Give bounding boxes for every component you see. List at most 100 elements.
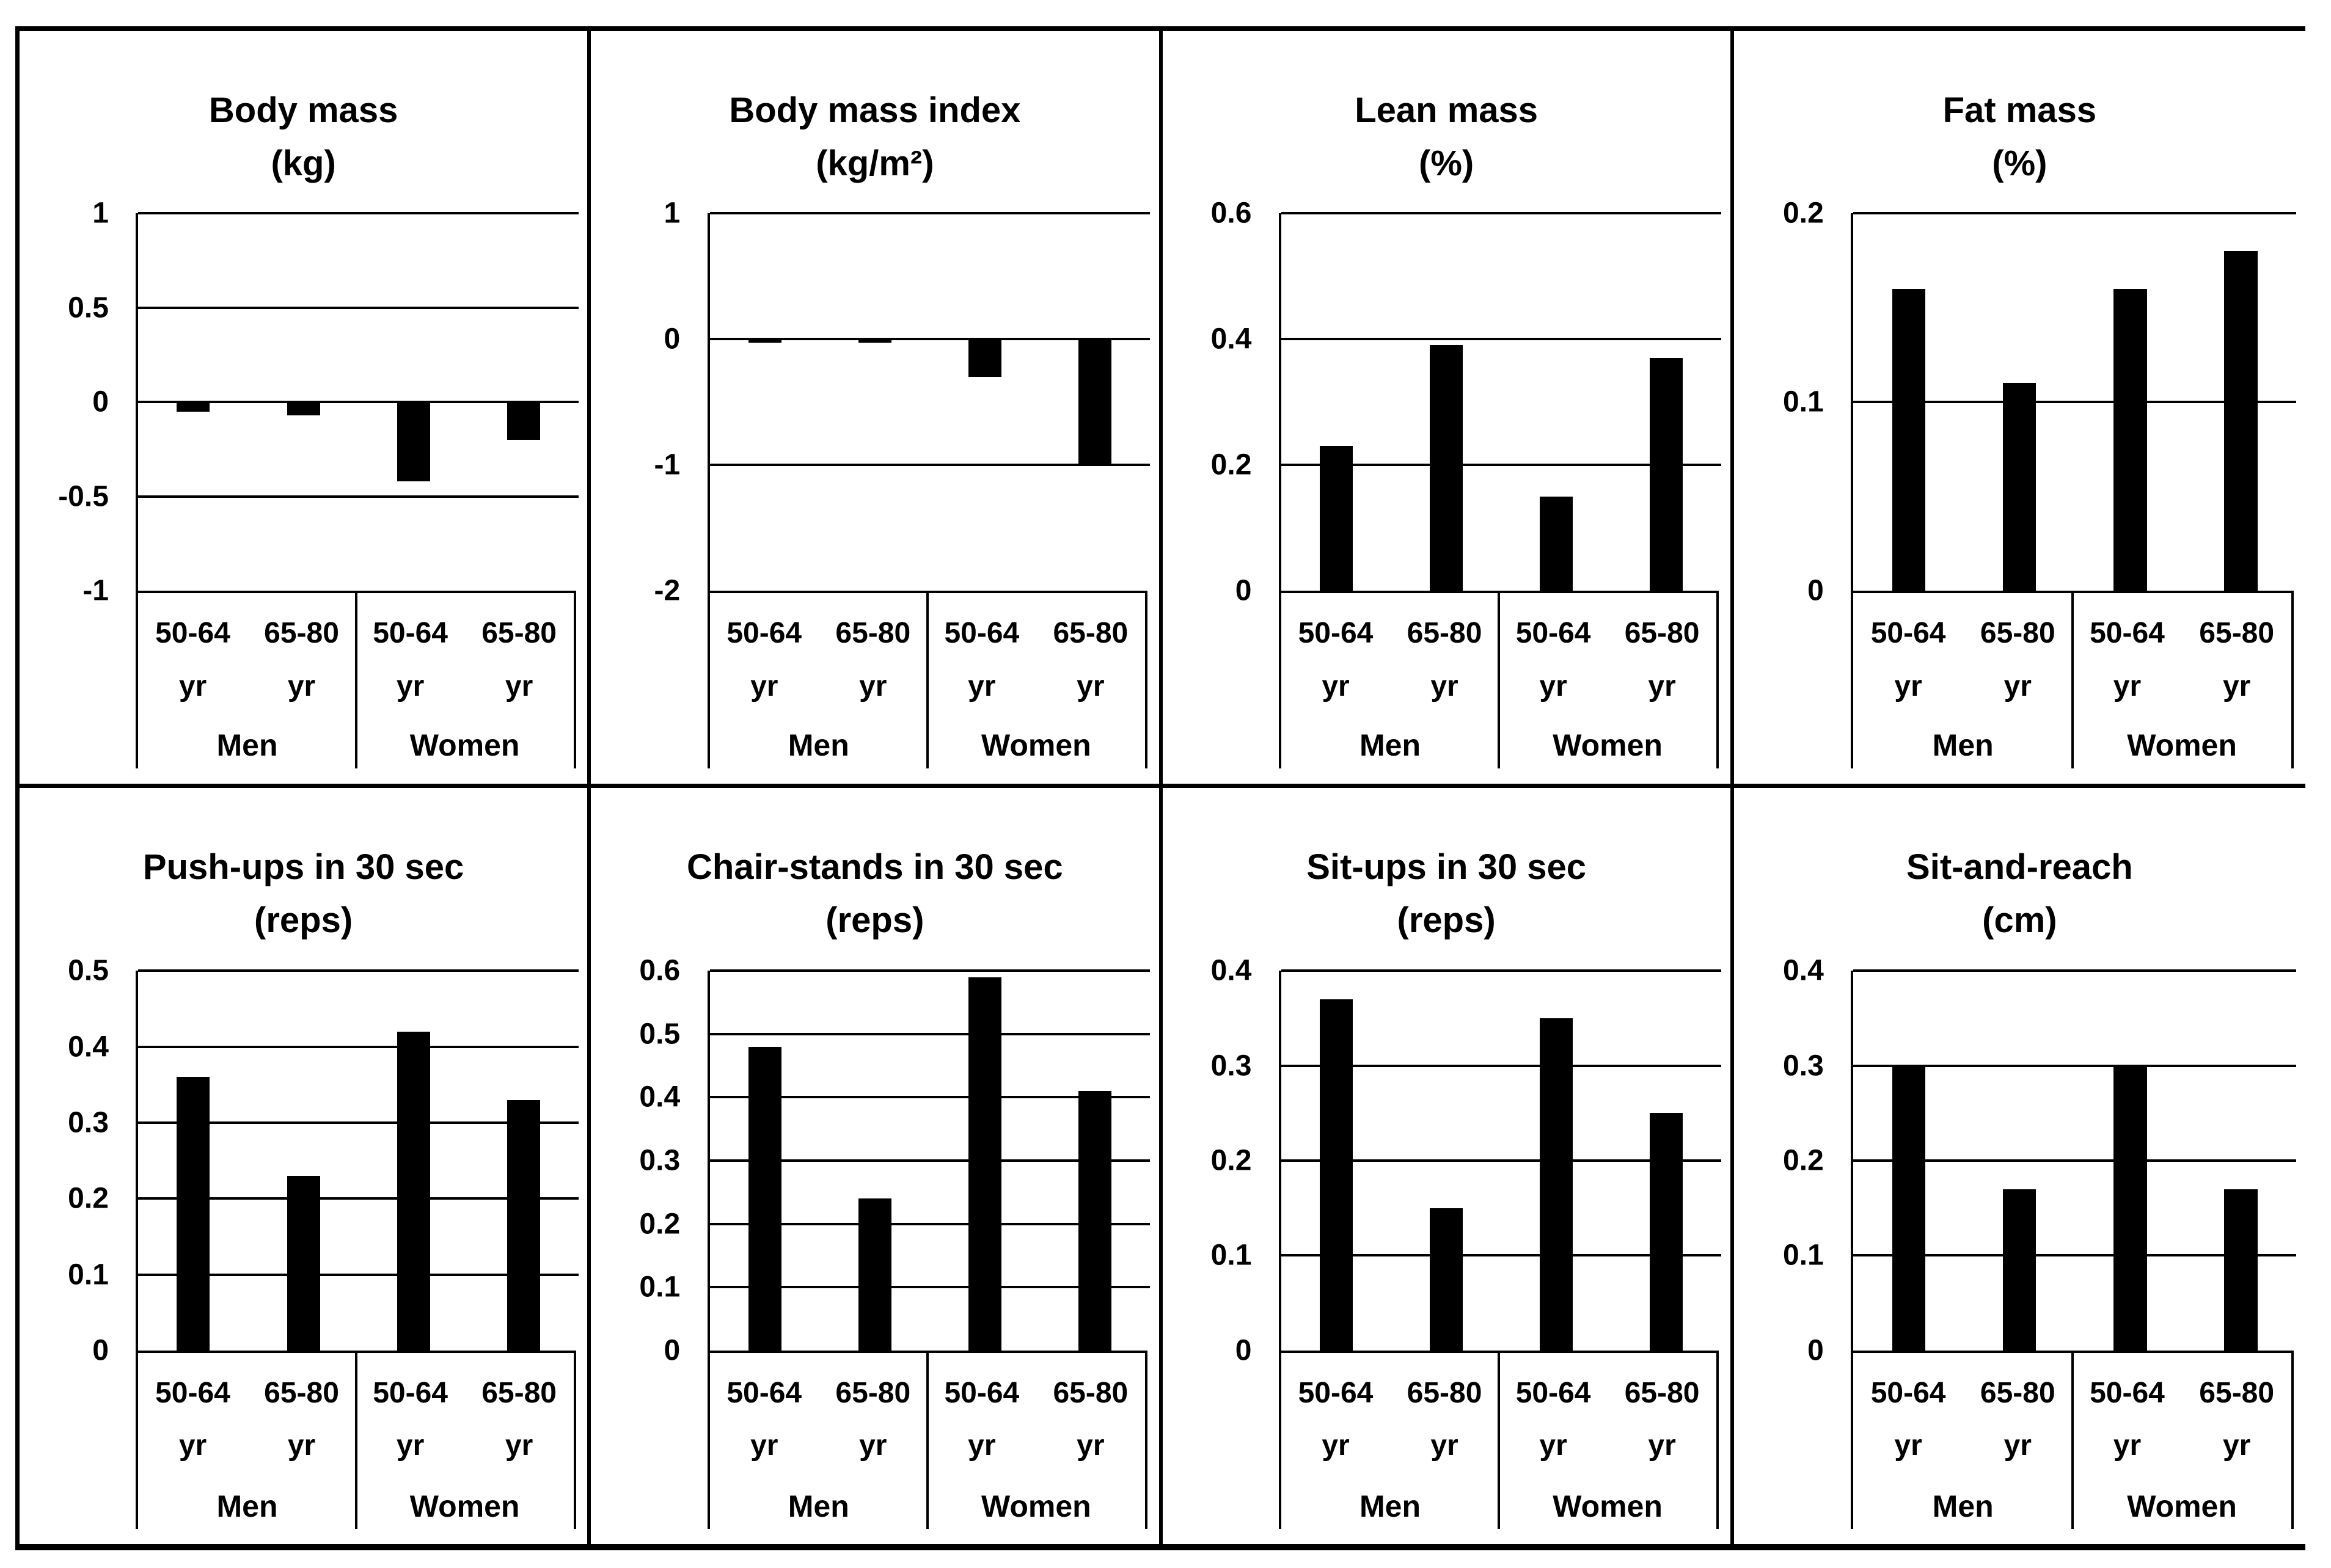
age-unit-label: yr: [2222, 669, 2251, 702]
age-unit-label: yr: [1648, 669, 1676, 702]
bar-men-50-64-yr: [1319, 446, 1353, 591]
sex-group-label: Men: [788, 1489, 849, 1523]
y-axis: 0.4 0.3 0.2 0.1 0: [1163, 955, 1268, 1367]
bar-women-50-64-yr: [2113, 288, 2147, 591]
bar-women-65-80-yr: [2224, 1189, 2258, 1351]
age-range-label: 65-80: [835, 1377, 911, 1409]
y-tick-label: 0: [1807, 574, 1824, 607]
category-label: 65-80 yr: [2182, 1367, 2291, 1473]
chart-title: Body mass index (kg/m²): [602, 84, 1147, 190]
gridline: [1281, 464, 1722, 467]
age-range-label: 50-64: [726, 617, 802, 650]
y-tick-label: 0.6: [639, 954, 681, 987]
y-tick-label: 0.2: [639, 1208, 681, 1241]
age-range-label: 50-64: [373, 617, 448, 650]
y-axis: 0.5 0.4 0.3 0.2 0.1 0: [20, 955, 125, 1367]
gridline: [138, 495, 579, 498]
plot-area: [136, 212, 579, 591]
age-unit-label: yr: [2003, 669, 2032, 702]
category-label: 50-64 yr: [1499, 607, 1608, 713]
age-range-label: 50-64: [1870, 1377, 1946, 1409]
bar-women-65-80-yr: [1078, 339, 1111, 465]
bar-men-65-80-yr: [858, 339, 891, 343]
chart-unit-text: (reps): [254, 900, 353, 941]
y-axis: 0.6 0.4 0.2 0: [1163, 197, 1268, 607]
bar-men-50-64-yr: [1319, 999, 1353, 1351]
category-label: 50-64 yr: [356, 607, 465, 713]
category-label: 50-64 yr: [356, 1367, 465, 1473]
plot-area: [1851, 212, 2297, 591]
category-label: 50-64 yr: [710, 607, 819, 713]
y-tick-label: 0.2: [68, 1182, 109, 1215]
category-label: 65-80 yr: [247, 607, 356, 713]
sex-group-label: Women: [409, 1489, 520, 1523]
category-label: 65-80 yr: [1963, 607, 2073, 713]
y-tick-label: 0.2: [1210, 448, 1252, 481]
age-range-label: 50-64: [1870, 617, 1946, 650]
gridline: [709, 1159, 1150, 1162]
age-unit-label: yr: [1430, 669, 1458, 702]
group-divider-line: [926, 593, 929, 768]
chart-title-text: Chair-stands in 30 sec: [687, 847, 1063, 888]
gridline: [709, 1032, 1150, 1035]
category-axis-box: 50-64 yr 65-80 yr 50-64 yr 65-80 yr Men Women: [1278, 591, 1719, 768]
age-range-label: 50-64: [944, 617, 1020, 650]
group-divider-line: [1498, 593, 1501, 768]
age-unit-label: yr: [859, 1429, 887, 1462]
chart-cell-fat-mass: Fat mass (%) 0.2 0.1 0 50-64 yr 65-80 yr 50-64 yr 6…: [1733, 31, 2305, 788]
age-unit-label: yr: [750, 1429, 778, 1462]
age-unit-label: yr: [1322, 669, 1350, 702]
y-axis: 1 0.5 0 -0.5 -1: [20, 197, 125, 607]
sex-group-label: Women: [2127, 1489, 2237, 1523]
age-unit-label: yr: [396, 669, 425, 702]
chart-unit-text: (reps): [825, 900, 924, 941]
y-axis: 0.2 0.1 0: [1734, 197, 1840, 607]
category-label: 65-80 yr: [819, 1367, 928, 1473]
age-unit-label: yr: [2113, 669, 2142, 702]
age-range-label: 65-80: [1980, 1377, 2055, 1409]
chart-title: Fat mass (%): [1745, 84, 2294, 190]
age-unit-label: yr: [859, 669, 887, 702]
bar-women-65-80-yr: [507, 402, 540, 440]
y-tick-label: -1: [82, 574, 109, 607]
chart-title: Push-ups in 30 sec (reps): [31, 841, 576, 947]
chart-unit-text: (cm): [1982, 900, 2057, 941]
age-unit-label: yr: [396, 1429, 425, 1462]
y-tick-label: 0.4: [639, 1081, 681, 1114]
age-unit-label: yr: [287, 669, 316, 702]
y-tick-label: 0.1: [1783, 1239, 1824, 1272]
bar-men-50-64-yr: [177, 1077, 210, 1351]
category-label: 50-64 yr: [928, 607, 1036, 713]
category-label: 65-80 yr: [1390, 607, 1499, 713]
gridline: [1281, 1254, 1722, 1257]
y-tick-label: 0.4: [1210, 954, 1252, 987]
bar-women-50-64-yr: [1540, 1018, 1573, 1351]
category-label: 50-64 yr: [710, 1367, 819, 1473]
age-range-label: 65-80: [481, 1377, 557, 1409]
category-label: 50-64 yr: [928, 1367, 1036, 1473]
gridline: [709, 969, 1150, 972]
y-tick-label: 0.3: [68, 1106, 109, 1139]
chart-unit-text: (%): [1419, 144, 1474, 184]
age-unit-label: yr: [968, 1429, 996, 1462]
category-label: 50-64 yr: [1281, 1367, 1390, 1473]
age-range-label: 65-80: [1407, 1377, 1482, 1409]
category-label: 50-64 yr: [1499, 1367, 1608, 1473]
chart-title: Sit-and-reach (cm): [1745, 841, 2294, 947]
age-range-label: 50-64: [1515, 617, 1591, 650]
category-label: 65-80 yr: [465, 607, 574, 713]
gridline: [1281, 969, 1722, 972]
age-range-label: 50-64: [2090, 1377, 2165, 1409]
group-divider-line: [354, 1352, 357, 1530]
age-range-label: 50-64: [1298, 617, 1374, 650]
age-unit-label: yr: [1894, 669, 1922, 702]
age-unit-label: yr: [1648, 1429, 1676, 1462]
y-tick-label: 0.5: [68, 291, 109, 324]
plot-area: [1278, 212, 1722, 591]
chart-title-text: Push-ups in 30 sec: [142, 847, 464, 888]
gridline: [138, 212, 579, 215]
plot-area: [1851, 969, 2297, 1351]
y-tick-label: 0: [92, 385, 109, 418]
category-label: 50-64 yr: [2073, 607, 2182, 713]
age-unit-label: yr: [1077, 669, 1105, 702]
